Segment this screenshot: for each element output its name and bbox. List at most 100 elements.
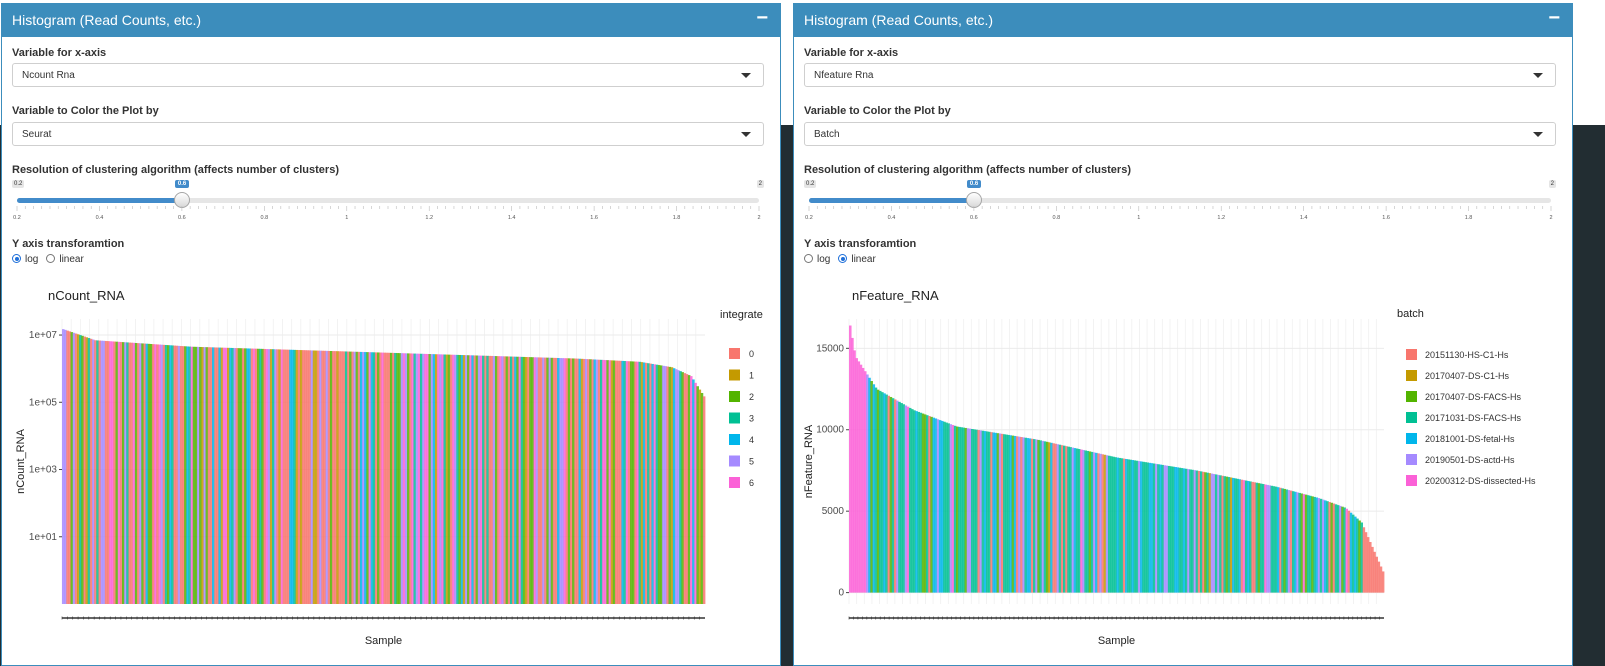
- bar: [926, 415, 929, 593]
- slider-tick-label: 1: [345, 215, 348, 221]
- bar: [964, 427, 968, 593]
- bar: [1007, 434, 1010, 593]
- bar: [1101, 454, 1105, 593]
- bar: [996, 433, 1000, 593]
- bar: [1146, 462, 1149, 593]
- bar: [1210, 473, 1214, 593]
- radio-circle-icon[interactable]: [12, 254, 21, 263]
- bar: [1172, 466, 1175, 593]
- legend-swatch: [729, 412, 740, 424]
- bar: [1114, 457, 1117, 593]
- bar: [113, 341, 116, 604]
- bar: [1321, 499, 1325, 593]
- bar: [857, 361, 861, 593]
- bar: [209, 347, 213, 604]
- bar: [529, 357, 532, 604]
- bar: [370, 352, 374, 604]
- radio-circle-icon[interactable]: [838, 254, 848, 263]
- bar: [197, 346, 200, 604]
- bar: [1052, 443, 1055, 593]
- radio-circle-icon[interactable]: [46, 254, 56, 263]
- bar: [72, 332, 76, 604]
- bar: [883, 393, 886, 593]
- bar: [484, 355, 487, 604]
- bar: [1366, 537, 1370, 593]
- legend-swatch: [1406, 370, 1417, 381]
- collapse-minus-icon[interactable]: −: [1548, 7, 1560, 29]
- bar: [1244, 480, 1248, 593]
- bar: [614, 360, 618, 604]
- radio-linear[interactable]: linear: [838, 254, 876, 265]
- bar: [1262, 484, 1265, 593]
- bar: [269, 349, 273, 604]
- slider-tick-label: 1.4: [1300, 215, 1308, 221]
- bar: [1195, 470, 1199, 593]
- y-tick-label: 15000: [816, 343, 844, 354]
- bar: [659, 365, 663, 604]
- bar: [524, 357, 528, 604]
- slider-track[interactable]: [809, 198, 1551, 203]
- slider-track[interactable]: [17, 198, 759, 203]
- x-axis-variable-select[interactable]: Nfeature Rna: [804, 63, 1556, 87]
- bar: [66, 330, 69, 604]
- bar: [323, 350, 327, 604]
- bar: [304, 350, 307, 604]
- radio-log[interactable]: log: [804, 254, 830, 265]
- bar: [1045, 441, 1049, 593]
- resolution-slider[interactable]: 0.2 2 0.6 0.2 0.4 0.6 0.8 1 1.2 1.4 1.6 1.8 2: [804, 180, 1556, 228]
- bar: [983, 431, 987, 593]
- y-axis-label: nFeature_RNA: [803, 424, 815, 498]
- bar: [509, 356, 513, 604]
- bar: [644, 362, 648, 604]
- bar: [1120, 458, 1124, 593]
- radio-linear[interactable]: linear: [46, 254, 84, 265]
- bar: [149, 344, 153, 604]
- bar: [299, 350, 303, 604]
- bar: [653, 364, 657, 604]
- bar: [190, 346, 194, 604]
- bar: [567, 358, 571, 604]
- bar: [1371, 546, 1374, 593]
- slider-tick-label: 0.4: [888, 215, 896, 221]
- bar: [1105, 455, 1109, 593]
- x-axis-variable-select[interactable]: Ncount Rna: [12, 63, 764, 87]
- slider-tick-label: 1.2: [425, 215, 433, 221]
- bar: [306, 350, 309, 604]
- y-tick-label: 1e+03: [29, 465, 58, 476]
- bar: [1152, 463, 1156, 593]
- bar: [177, 345, 181, 604]
- resolution-slider[interactable]: 0.2 2 0.6 0.2 0.4 0.6 0.8 1 1.2 1.4 1.6 1.8 2: [12, 180, 764, 228]
- bar: [1133, 460, 1137, 593]
- legend-swatch: [729, 455, 740, 467]
- legend-swatch: [729, 477, 740, 488]
- bar: [902, 404, 906, 593]
- bar: [945, 422, 948, 593]
- bar: [851, 337, 854, 593]
- bar: [966, 428, 970, 593]
- bar: [385, 352, 389, 604]
- bar: [233, 348, 237, 604]
- bar: [941, 420, 944, 593]
- color-variable-select[interactable]: Seurat: [12, 122, 764, 146]
- color-variable-select[interactable]: Batch: [804, 122, 1556, 146]
- bar: [171, 345, 174, 604]
- bar: [239, 348, 243, 604]
- resolution-label: Resolution of clustering algorithm (affe…: [12, 164, 339, 176]
- bar: [548, 357, 552, 604]
- radio-circle-icon[interactable]: [804, 254, 813, 263]
- bar: [325, 350, 329, 604]
- bar: [154, 344, 157, 604]
- collapse-minus-icon[interactable]: −: [756, 7, 768, 29]
- bar: [1193, 470, 1197, 593]
- bar: [1225, 476, 1229, 593]
- bar: [1345, 508, 1349, 593]
- bar: [1097, 453, 1100, 593]
- bar: [587, 359, 590, 604]
- bar: [287, 349, 290, 604]
- bar: [199, 346, 202, 604]
- radio-log[interactable]: log: [12, 254, 38, 265]
- bar: [224, 347, 228, 604]
- bar: [372, 352, 376, 604]
- bar: [1319, 498, 1323, 593]
- color-variable-value: Batch: [814, 129, 840, 140]
